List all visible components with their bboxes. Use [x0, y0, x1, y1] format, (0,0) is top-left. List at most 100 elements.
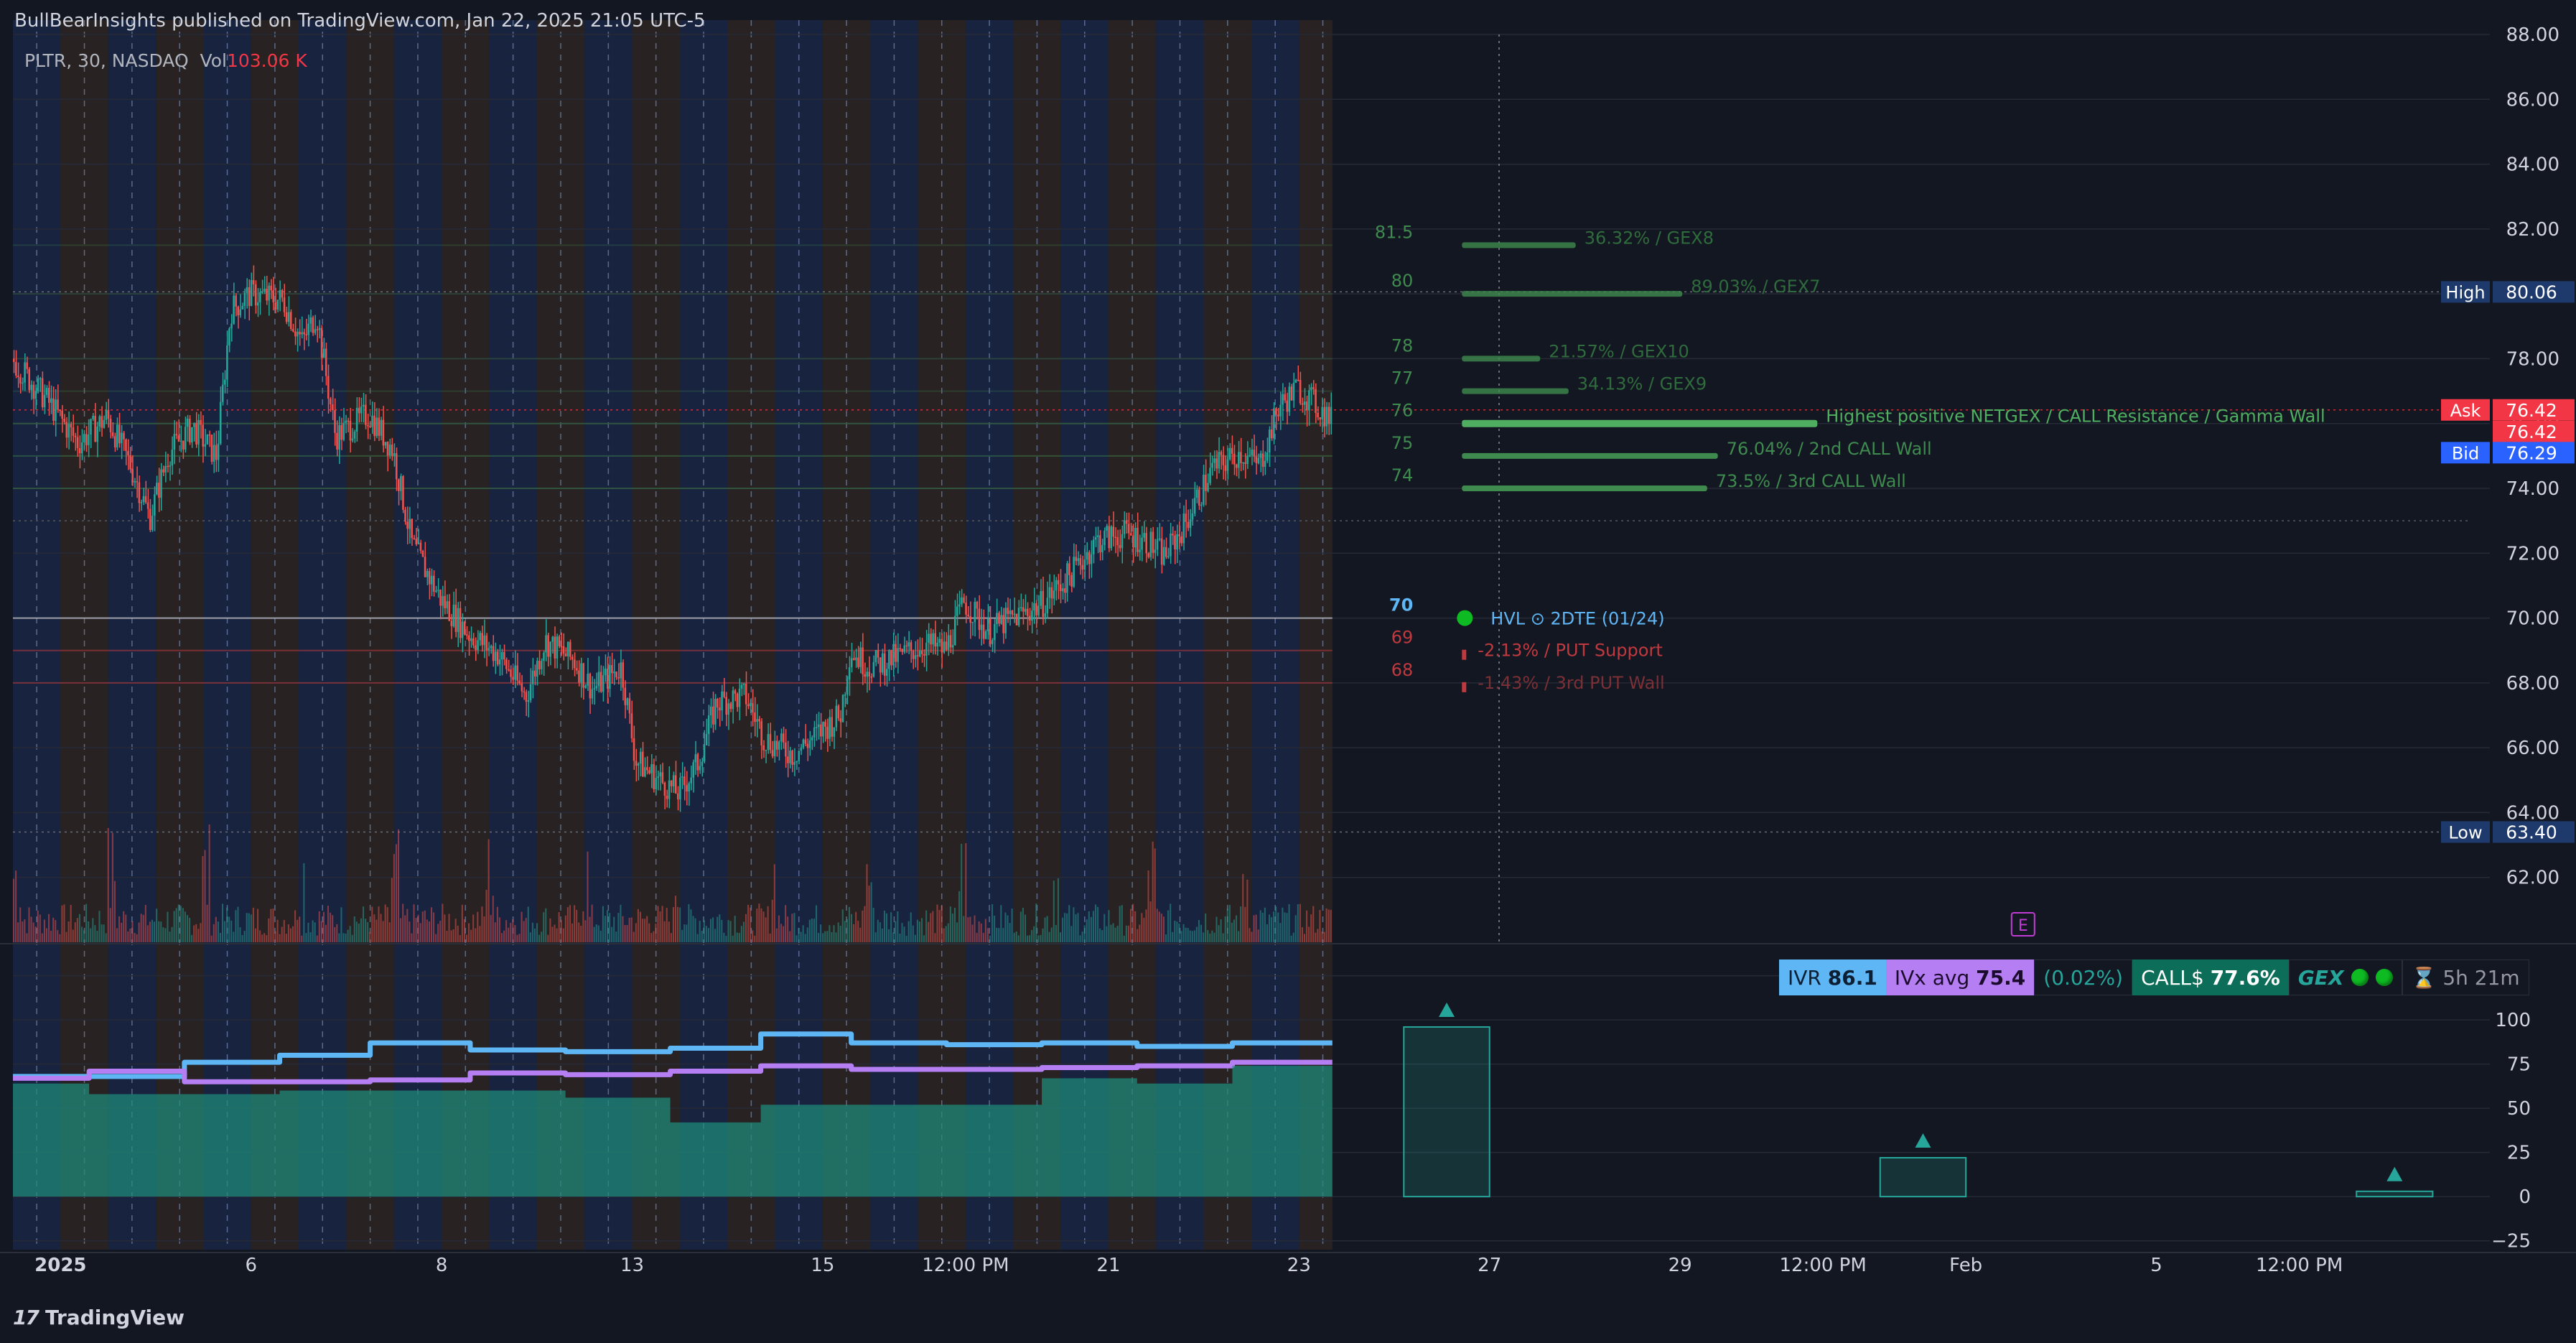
volume-bar — [1158, 911, 1160, 942]
volume-bar — [283, 920, 285, 942]
symbol-legend[interactable]: PLTR, 30, NASDAQ Vol103.06 K — [24, 50, 307, 71]
candle — [384, 442, 387, 446]
volume-bar — [206, 904, 208, 942]
volume-bar — [793, 913, 795, 942]
volume-bar — [45, 928, 48, 942]
candle — [169, 465, 172, 467]
candle — [1090, 554, 1093, 564]
volume-bar — [215, 916, 217, 942]
candle — [261, 291, 263, 293]
volume-bar — [642, 919, 644, 942]
volume-bar — [1308, 926, 1310, 942]
candle — [1244, 462, 1246, 464]
volume-bar — [818, 932, 820, 942]
volume-bar — [820, 924, 822, 942]
volume-bar — [879, 922, 881, 942]
candle — [380, 419, 383, 436]
candle — [1101, 544, 1103, 553]
volume-bar — [874, 932, 877, 942]
candle — [1004, 608, 1007, 633]
candle — [569, 641, 571, 657]
volume-bar — [1108, 910, 1110, 942]
candle — [1064, 588, 1066, 593]
candle — [1211, 463, 1213, 468]
status-dot-icon — [2375, 969, 2393, 986]
volume-bar — [1277, 912, 1279, 942]
candle — [237, 306, 239, 315]
candle — [24, 362, 26, 383]
candle — [787, 756, 789, 763]
candle — [57, 399, 59, 410]
volume-bar — [477, 911, 479, 942]
candle — [1288, 386, 1291, 412]
volume-bar — [1242, 873, 1244, 942]
volume-bar — [378, 906, 380, 942]
volume-bar — [1207, 930, 1209, 942]
volume-bar — [301, 935, 303, 942]
candle — [527, 700, 530, 702]
candle — [252, 280, 255, 284]
volume-bar — [30, 916, 32, 942]
candle — [481, 633, 483, 646]
candle — [767, 734, 770, 750]
volume-bar — [193, 925, 195, 942]
candle — [989, 618, 991, 644]
price-tick: 78.00 — [2506, 348, 2559, 370]
change-chip: (0.02%) — [2034, 959, 2133, 995]
volume-bar — [986, 928, 989, 942]
volume-bar — [624, 924, 626, 942]
volume-bar — [1029, 935, 1031, 942]
candle — [367, 424, 369, 427]
volume-bar — [1325, 908, 1327, 942]
candle — [404, 509, 406, 522]
candle — [888, 650, 890, 669]
volume-bar — [914, 934, 916, 942]
volume-bar — [686, 924, 688, 942]
volume-bar — [597, 925, 599, 942]
candle — [549, 641, 551, 657]
volume-bar — [659, 911, 661, 942]
candle — [494, 651, 497, 661]
volume-bar — [994, 915, 996, 942]
volume-bar — [88, 921, 90, 942]
volume-bar — [839, 925, 841, 942]
candle — [800, 747, 803, 751]
volume-bar — [637, 908, 639, 942]
volume-bar — [103, 924, 105, 942]
volume-bar — [510, 922, 512, 942]
candle — [910, 642, 913, 651]
volume-bar — [1134, 911, 1137, 942]
volume-bar — [146, 925, 149, 942]
volume-bar — [395, 844, 398, 942]
volume-bar — [254, 928, 256, 942]
volume-bar — [584, 920, 587, 942]
candle — [668, 780, 671, 799]
candle — [1141, 537, 1143, 550]
candle — [1174, 535, 1176, 550]
ivr-chip: IVR 86.1 — [1779, 959, 1886, 995]
candle — [103, 419, 106, 428]
candle — [1330, 406, 1333, 424]
volume-bar — [297, 919, 299, 942]
candle — [342, 422, 345, 440]
price-tick: 82.00 — [2506, 219, 2559, 241]
volume-bar — [450, 930, 452, 942]
volume-bar — [248, 913, 250, 942]
tradingview-footer[interactable]: 17 TradingView — [13, 1306, 185, 1329]
candle — [947, 635, 950, 650]
price-tick: 72.00 — [2506, 543, 2559, 564]
candle — [263, 289, 266, 292]
candle — [1271, 429, 1273, 439]
candle — [1114, 536, 1117, 538]
candle — [872, 661, 875, 677]
candle — [283, 297, 286, 312]
volume-bar — [369, 931, 371, 942]
candle — [1037, 605, 1040, 615]
candle — [254, 284, 257, 306]
price-badge — [2493, 821, 2575, 843]
candle — [1050, 587, 1053, 599]
candle — [226, 345, 228, 380]
candle — [182, 440, 185, 450]
candle — [639, 751, 642, 764]
